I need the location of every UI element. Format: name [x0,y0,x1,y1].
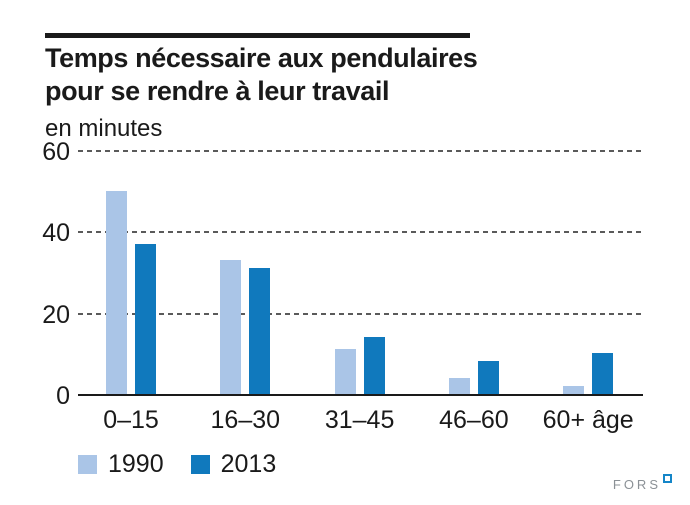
plot-area: 0 20 40 60 0–15 16–30 31–45 46–60 60+ âge [42,139,643,434]
bar-1990-31–45 [334,349,356,394]
legend-label-2013: 2013 [220,450,277,478]
legend: 1990 2013 [78,450,276,479]
bar-2013-60+ âge [592,353,614,394]
y-tick-label-40: 40 [42,219,70,248]
fors-logo-square-icon [663,474,672,483]
y-tick-label-20: 20 [42,300,70,329]
legend-item-2013: 2013 [190,450,277,479]
gridline-20 [78,312,643,315]
chart-title-line2: pour se rendre à leur travail [45,76,390,106]
fors-logo: FORS [612,474,672,492]
x-axis-baseline [78,394,643,396]
y-tick-label-60: 60 [42,138,70,166]
bar-1990-60+ âge [563,385,585,394]
bar-2013-16–30 [249,267,271,394]
gridline-40 [78,231,643,234]
legend-label-1990: 1990 [108,450,164,478]
y-tick-label-0: 0 [56,382,70,410]
x-tick-label-5: 60+ âge [542,406,634,434]
bar-1990-46–60 [448,377,470,394]
x-tick-label-3: 31–45 [324,406,395,434]
fors-logo-text: FORS [612,477,661,492]
legend-item-1990: 1990 [78,450,164,479]
legend-swatch-1990 [78,455,97,474]
chart-title: Temps nécessaire aux pendulaires pour se… [45,42,478,108]
x-tick-label-2: 16–30 [210,406,281,434]
title-rule [45,33,470,38]
gridline-60 [78,150,643,152]
bar-1990-0–15 [106,190,127,394]
chart-title-line1: Temps nécessaire aux pendulaires [45,43,478,73]
x-tick-label-1: 0–15 [103,406,159,434]
legend-swatch-2013 [190,455,210,474]
x-tick-label-4: 46–60 [439,406,509,434]
bar-1990-16–30 [220,259,242,394]
y-axis-unit-label: en minutes [45,115,163,142]
bar-2013-31–45 [363,337,385,394]
bar-2013-46–60 [477,361,499,394]
bar-2013-0–15 [135,243,156,394]
